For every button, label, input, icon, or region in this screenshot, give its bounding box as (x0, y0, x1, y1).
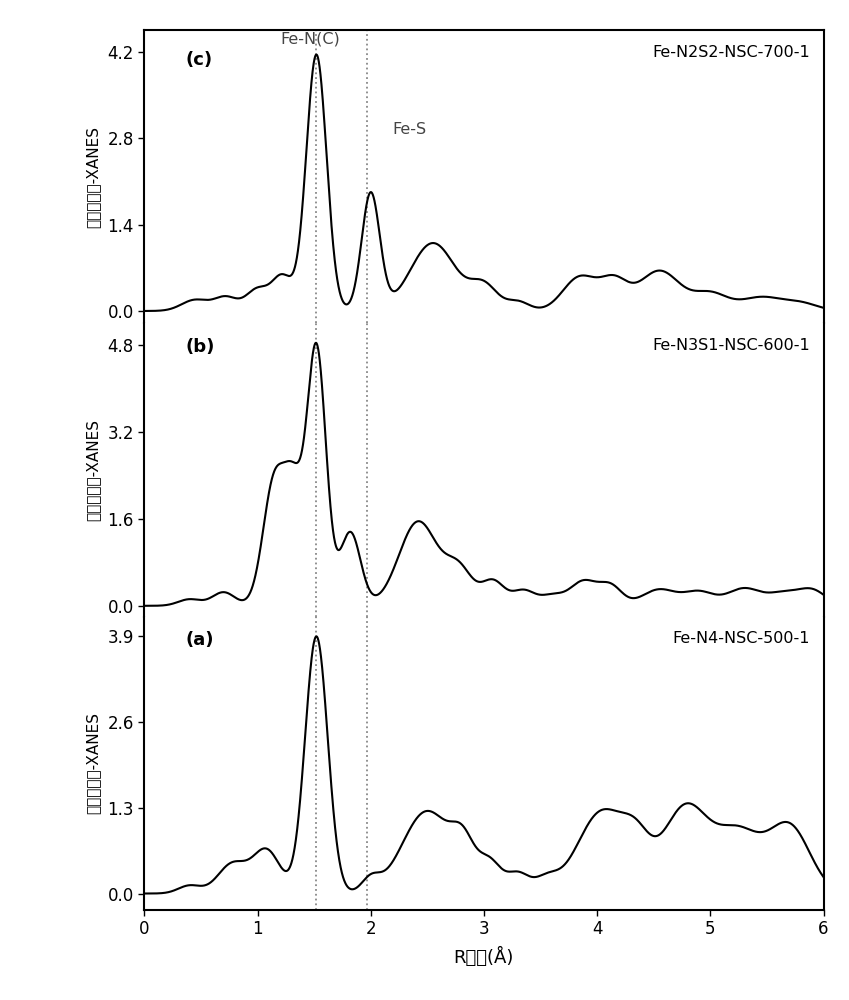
Text: (b): (b) (185, 338, 215, 356)
Y-axis label: 傅里叶变换-XANES: 傅里叶变换-XANES (86, 712, 100, 814)
Y-axis label: 傅里叶变换-XANES: 傅里叶变换-XANES (86, 126, 100, 228)
Text: Fe-N2S2-NSC-700-1: Fe-N2S2-NSC-700-1 (652, 45, 810, 60)
Y-axis label: 傅里叶变换-XANES: 傅里叶变换-XANES (86, 419, 100, 521)
Text: Fe-N4-NSC-500-1: Fe-N4-NSC-500-1 (672, 631, 810, 646)
Text: Fe-S: Fe-S (392, 122, 426, 137)
Text: Fe-N(C): Fe-N(C) (281, 32, 340, 47)
X-axis label: R空间(Å): R空间(Å) (453, 947, 514, 967)
Text: Fe-N3S1-NSC-600-1: Fe-N3S1-NSC-600-1 (652, 338, 810, 353)
Text: (c): (c) (185, 51, 212, 69)
Text: (a): (a) (185, 631, 214, 649)
